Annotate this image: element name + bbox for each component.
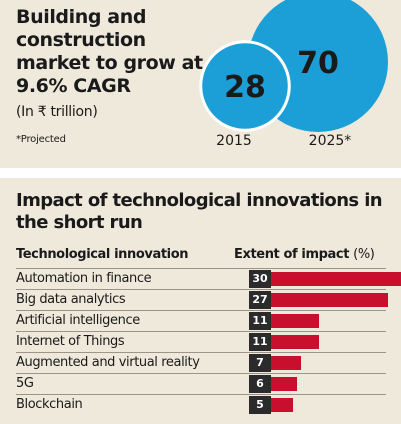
impact-value: 30 bbox=[249, 270, 271, 288]
innovation-name: Big data analytics bbox=[16, 292, 126, 307]
impact-value: 7 bbox=[249, 354, 271, 372]
bubble-2015 bbox=[199, 40, 291, 132]
impact-value: 5 bbox=[249, 396, 271, 414]
year-label-2015: 2015 bbox=[216, 133, 252, 149]
section-divider bbox=[0, 168, 401, 178]
impact-value: 11 bbox=[249, 333, 271, 351]
header-impact-unit: (%) bbox=[353, 247, 375, 262]
projected-note: *Projected bbox=[16, 134, 66, 145]
header-impact: Extent of impact (%) bbox=[234, 247, 375, 262]
impact-bar bbox=[271, 293, 388, 307]
impact-bar bbox=[271, 398, 293, 412]
header-impact-label: Extent of impact bbox=[234, 247, 350, 262]
unit-label: (In ₹ trillion) bbox=[16, 104, 98, 120]
impact-bar bbox=[271, 314, 319, 328]
impact-title: Impact of technological innovations in t… bbox=[16, 190, 383, 233]
innovation-name: Blockchain bbox=[16, 397, 83, 412]
impact-value: 6 bbox=[249, 375, 271, 393]
year-label-2025: 2025* bbox=[309, 133, 352, 149]
table-header: Technological innovation Extent of impac… bbox=[16, 247, 386, 267]
table-row: Artificial intelligence 11 bbox=[16, 310, 386, 331]
header-innovation: Technological innovation bbox=[16, 247, 189, 262]
impact-bar bbox=[271, 272, 401, 286]
table-row: Augmented and virtual reality 7 bbox=[16, 352, 386, 373]
bubble-value-2025: 70 bbox=[297, 46, 339, 81]
market-growth-panel: 70 28 2015 2025* Building and constructi… bbox=[0, 0, 401, 170]
bubble-chart: 70 28 2015 2025* bbox=[199, 0, 388, 149]
table-row: Blockchain 5 bbox=[16, 394, 386, 415]
table-row: Automation in finance 30 bbox=[16, 268, 401, 289]
innovation-name: Automation in finance bbox=[16, 271, 152, 286]
innovation-name: Internet of Things bbox=[16, 334, 125, 349]
table-row: Internet of Things 11 bbox=[16, 331, 386, 352]
table-row: 5G 6 bbox=[16, 373, 386, 394]
impact-value: 27 bbox=[249, 291, 271, 309]
impact-bar bbox=[271, 356, 302, 370]
impact-bar bbox=[271, 377, 297, 391]
table-row: Big data analytics 27 bbox=[16, 289, 388, 310]
bubble-value-2015: 28 bbox=[224, 70, 266, 105]
impact-bar bbox=[271, 335, 319, 349]
impact-value: 11 bbox=[249, 312, 271, 330]
market-headline: Building and construction market to grow… bbox=[16, 6, 203, 97]
innovation-name: Augmented and virtual reality bbox=[16, 355, 200, 370]
innovation-name: Artificial intelligence bbox=[16, 313, 140, 328]
innovation-name: 5G bbox=[16, 376, 34, 391]
